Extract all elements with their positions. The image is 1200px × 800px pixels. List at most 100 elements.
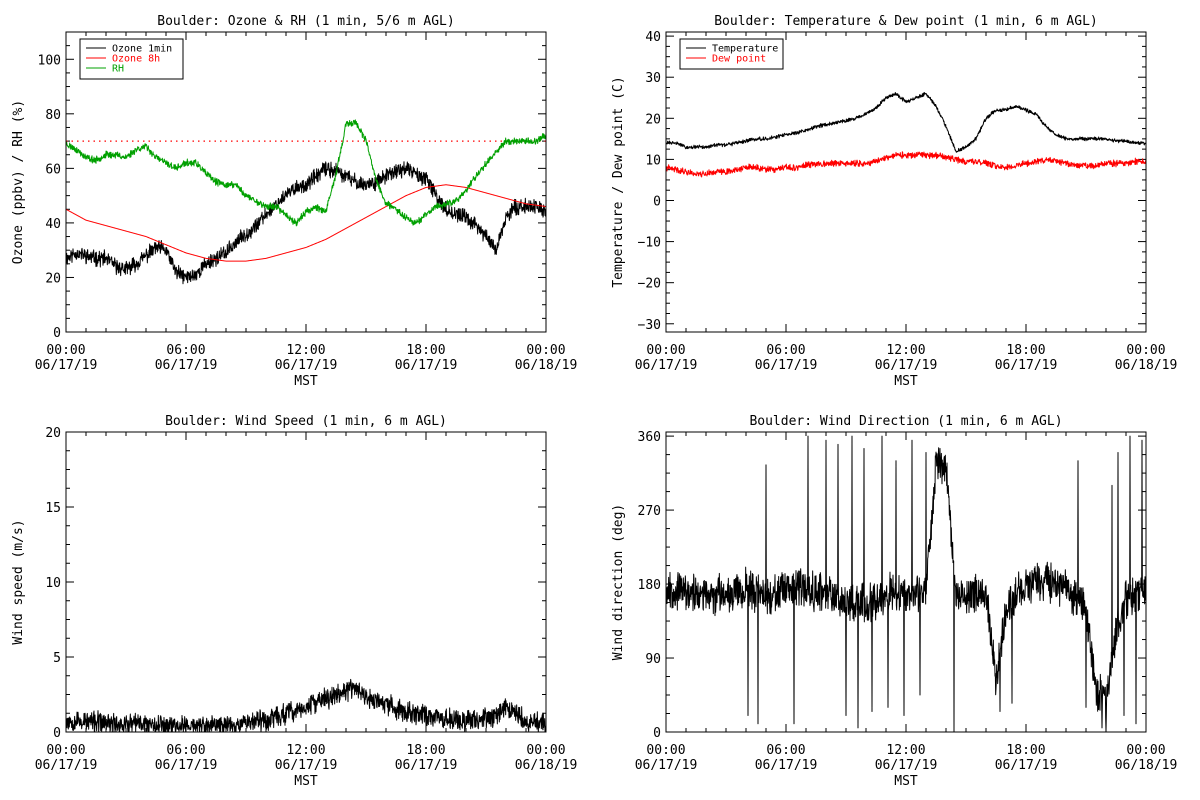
x-tick-date: 06/17/19 [995,758,1058,773]
plot-frame [665,31,1147,333]
x-axis-label: MST [894,374,918,389]
x-tick-time: 12:00 [286,343,325,358]
y-tick-label: 40 [45,217,61,232]
plot-series [666,435,1146,732]
legend-label: Ozone 8h [112,54,160,65]
x-tick-date: 06/17/19 [35,758,98,773]
ozone-rh-chart: Boulder: Ozone & RH (1 min, 5/6 m AGL) Oz… [11,14,577,389]
x-ticks: 00:0006/17/1906:0006/17/1912:0006/17/191… [35,432,578,773]
x-tick-time: 00:00 [526,343,565,358]
y-tick-label: −30 [638,318,661,333]
wind-direction-chart: Boulder: Wind Direction (1 min, 6 m AGL)… [611,414,1177,789]
y-axis-label: Wind direction (deg) [611,504,626,661]
y-tick-label: 40 [645,30,661,45]
x-tick-date: 06/17/19 [275,758,338,773]
x-tick-date: 06/17/19 [875,758,938,773]
x-tick-date: 06/18/19 [515,358,578,373]
plot-series [666,91,1146,178]
plot-frame [65,431,547,733]
y-tick-label: −10 [638,236,661,251]
x-tick-time: 18:00 [1006,743,1045,758]
x-tick-date: 06/17/19 [395,358,458,373]
y-ticks: 0 5 10 15 20 [45,426,546,741]
x-tick-date: 06/17/19 [155,358,218,373]
y-tick-label: 30 [645,71,661,86]
x-tick-time: 00:00 [646,343,685,358]
x-tick-date: 06/18/19 [1115,358,1178,373]
x-tick-time: 06:00 [166,343,205,358]
x-axis-label: MST [294,774,318,789]
y-tick-label: 180 [638,578,661,593]
x-tick-date: 06/17/19 [35,358,98,373]
legend-box [79,38,184,80]
x-tick-time: 00:00 [526,743,565,758]
x-tick-time: 18:00 [406,743,445,758]
legend-label: Dew point [712,54,766,65]
series-line-2-0 [66,678,546,732]
x-ticks: 00:0006/17/1906:0006/17/1912:0006/17/191… [635,32,1178,373]
x-tick-time: 00:00 [646,743,685,758]
x-ticks: 00:0006/17/1906:0006/17/1912:0006/17/191… [35,32,578,373]
x-tick-time: 18:00 [406,343,445,358]
x-tick-date: 06/18/19 [1115,758,1178,773]
chart-title: Boulder: Temperature & Dew point (1 min,… [714,14,1098,29]
legend-label: Ozone 1min [112,44,172,55]
y-tick-label: −20 [638,277,661,292]
legend-label: RH [112,64,124,75]
series-line-rh [66,119,546,227]
y-tick-label: 15 [45,501,61,516]
x-tick-date: 06/17/19 [755,358,818,373]
x-ticks: 00:0006/17/1906:0006/17/1912:0006/17/191… [635,432,1178,773]
x-tick-time: 12:00 [286,743,325,758]
series-line-3-0 [666,435,1146,732]
x-tick-date: 06/17/19 [635,358,698,373]
y-tick-label: 360 [638,430,661,445]
x-axis-label: MST [894,774,918,789]
temperature-dewpoint-chart: Boulder: Temperature & Dew point (1 min,… [611,14,1177,389]
x-tick-time: 12:00 [886,343,925,358]
series-line-temperature [666,91,1146,153]
chart-title: Boulder: Wind Speed (1 min, 6 m AGL) [165,414,447,429]
x-tick-date: 06/18/19 [515,758,578,773]
y-tick-label: 0 [653,194,661,209]
plot-frame [65,31,547,333]
x-tick-time: 00:00 [1126,743,1165,758]
y-tick-label: 270 [638,504,661,519]
plot-frame [665,431,1147,733]
y-tick-label: 100 [38,53,61,68]
y-tick-label: 0 [653,726,661,741]
x-tick-time: 18:00 [1006,343,1045,358]
y-tick-label: 80 [45,108,61,123]
y-tick-label: 10 [645,153,661,168]
x-tick-time: 06:00 [166,743,205,758]
plot-series [66,119,546,285]
chart-title: Boulder: Ozone & RH (1 min, 5/6 m AGL) [157,14,454,29]
wind-speed-chart: Boulder: Wind Speed (1 min, 6 m AGL) Wind… [11,414,577,789]
legend-label: Temperature [712,44,778,55]
x-tick-time: 12:00 [886,743,925,758]
y-tick-label: 90 [645,652,661,667]
y-axis-label: Ozone (ppbv) / RH (%) [11,100,26,264]
y-ticks: −30 −20 −10 0 10 20 30 40 [638,30,1146,333]
chart-title: Boulder: Wind Direction (1 min, 6 m AGL) [749,414,1062,429]
y-axis-label: Wind speed (m/s) [11,519,26,644]
y-ticks: 0 20 40 60 80 100 [38,31,546,341]
x-tick-date: 06/17/19 [395,758,458,773]
y-tick-label: 0 [53,726,61,741]
x-tick-date: 06/17/19 [635,758,698,773]
series-line-ozone-1min [66,161,546,285]
x-tick-date: 06/17/19 [155,758,218,773]
y-axis-label: Temperature / Dew point (C) [611,76,626,287]
x-tick-date: 06/17/19 [275,358,338,373]
y-tick-label: 0 [53,326,61,341]
y-tick-label: 20 [645,112,661,127]
plot-series [66,678,546,732]
x-tick-time: 06:00 [766,343,805,358]
x-tick-date: 06/17/19 [755,758,818,773]
x-tick-time: 00:00 [46,743,85,758]
x-tick-time: 00:00 [1126,343,1165,358]
